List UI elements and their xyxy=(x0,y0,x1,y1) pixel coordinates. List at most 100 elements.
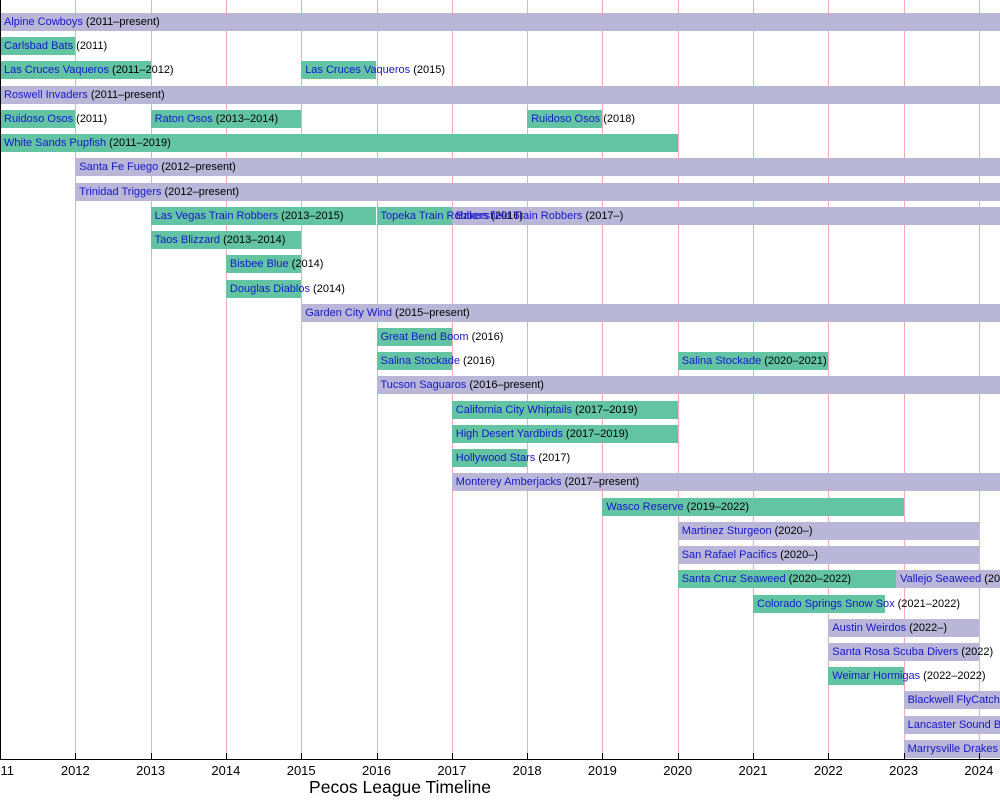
team-link[interactable]: Austin Weirdos xyxy=(832,621,907,634)
team-link[interactable]: Carlsbad Bats xyxy=(4,40,74,53)
bar-label: Bisbee Blue (2014) xyxy=(230,255,324,273)
timeline-bar xyxy=(903,715,1000,734)
bar-label: Austin Weirdos (2022–) xyxy=(832,619,947,637)
team-link[interactable]: Salina Stockade xyxy=(380,355,461,368)
timeline-bar xyxy=(0,134,678,153)
year-label: 2016 xyxy=(362,763,391,778)
team-years: (2013–2014) xyxy=(220,234,286,247)
team-years: (2011–2012) xyxy=(108,64,174,77)
team-link[interactable]: Topeka Train Robbers xyxy=(380,209,489,222)
team-link[interactable]: Roswell Invaders xyxy=(4,88,88,101)
timeline-bar xyxy=(451,206,1000,225)
team-years: (2015–present) xyxy=(392,306,470,319)
team-link[interactable]: Marrysville Drakes xyxy=(907,742,999,755)
team-link[interactable]: Santa Cruz Seaweed xyxy=(681,573,786,586)
bar-label: Douglas Diablos (2014) xyxy=(230,280,345,298)
team-years: (2017) xyxy=(535,452,571,465)
team-link[interactable]: Colorado Springs Snow Sox xyxy=(757,597,895,610)
bar-label: Topeka Train Robbers (2016) xyxy=(381,207,523,225)
team-link[interactable]: Tucson Saguaros xyxy=(380,379,467,392)
team-link[interactable]: Great Bend Boom xyxy=(380,330,469,343)
team-link[interactable]: Santa Rosa Scuba Divers xyxy=(832,645,959,658)
team-link[interactable]: White Sands Pupfish xyxy=(4,137,107,150)
timeline-bar xyxy=(150,206,377,225)
team-link[interactable]: Ruidoso Osos xyxy=(531,112,601,125)
bar-label: Taos Blizzard (2013–2014) xyxy=(155,231,286,249)
year-label: 2013 xyxy=(136,763,166,778)
team-years: (2020–2022) xyxy=(785,573,852,586)
bar-label: Garden City Wind (2015–present) xyxy=(305,304,469,322)
x-axis-tick xyxy=(677,753,679,759)
timeline-bar xyxy=(0,37,76,56)
team-link[interactable]: Monterey Amberjacks xyxy=(455,476,562,489)
timeline-bar xyxy=(376,206,452,225)
timeline-bar xyxy=(527,109,603,128)
team-link[interactable]: Las Cruces Vaqueros xyxy=(305,64,411,77)
bar-label: San Rafael Pacifics (2020–) xyxy=(682,546,818,564)
team-years: (2012–present) xyxy=(161,185,240,198)
team-link[interactable]: Trinidad Triggers xyxy=(79,185,162,198)
timeline-bar xyxy=(225,279,302,298)
timeline-bar xyxy=(376,352,452,371)
year-label: 2024 xyxy=(964,763,994,778)
team-link[interactable]: Wasco Reserve xyxy=(606,500,684,513)
team-link[interactable]: Alpine Cowboys xyxy=(4,16,83,28)
x-axis-tick xyxy=(602,753,604,759)
timeline-bar xyxy=(828,642,979,661)
team-link[interactable]: Blackwell FlyCatchers xyxy=(907,694,1000,707)
year-label: 2017 xyxy=(437,763,467,778)
team-years: (2020–) xyxy=(777,549,819,562)
team-link[interactable]: Douglas Diablos xyxy=(229,282,310,295)
x-axis-tick xyxy=(978,753,980,759)
team-link[interactable]: Las Cruces Vaqueros xyxy=(4,64,109,77)
timeline-bar xyxy=(451,400,678,419)
year-label: 2015 xyxy=(286,763,316,778)
team-link[interactable]: Weimar Hormigas xyxy=(832,670,921,683)
team-link[interactable]: Taos Blizzard xyxy=(154,234,221,247)
team-years: (2017–2019) xyxy=(571,403,638,416)
team-link[interactable]: Bakersfield Train Robbers xyxy=(455,209,583,222)
bar-label: Las Vegas Train Robbers (2013–2015) xyxy=(155,207,344,225)
x-axis-tick xyxy=(150,753,152,759)
team-link[interactable]: Bisbee Blue xyxy=(229,258,289,271)
timeline-bar xyxy=(451,424,678,443)
team-link[interactable]: Lancaster Sound Breakers xyxy=(907,718,1000,731)
y-axis-line xyxy=(0,0,1,759)
bar-label: Santa Rosa Scuba Divers (2022) xyxy=(832,643,993,661)
team-link[interactable]: High Desert Yardbirds xyxy=(455,427,563,440)
bar-label: Lancaster Sound Breakers (2023) xyxy=(908,716,1000,734)
timeline-bar xyxy=(0,13,1000,31)
team-years: (2016) xyxy=(488,209,523,222)
team-link[interactable]: Santa Fe Fuego xyxy=(79,161,159,174)
year-gridline xyxy=(225,0,227,759)
team-link[interactable]: California City Whiptails xyxy=(455,403,572,416)
team-link[interactable]: Las Vegas Train Robbers xyxy=(154,209,279,222)
team-years: (2011–present) xyxy=(87,88,165,101)
bar-label: Santa Fe Fuego (2012–present) xyxy=(79,158,236,176)
team-link[interactable]: Ruidoso Osos xyxy=(4,112,74,125)
timeline-bar xyxy=(150,231,302,250)
bar-label: Alpine Cowboys (2011–present) xyxy=(4,13,160,31)
year-gridline xyxy=(301,0,303,759)
team-years: (2016) xyxy=(460,355,495,368)
bar-label: Monterey Amberjacks (2017–present) xyxy=(456,473,639,491)
team-link[interactable]: Salina Stockade xyxy=(681,355,762,368)
team-years: (2016–present) xyxy=(466,379,544,392)
timeline-bar xyxy=(677,570,897,589)
timeline-bar xyxy=(451,473,1000,492)
bar-label: Las Cruces Vaqueros (2011–2012) xyxy=(4,61,174,79)
team-link[interactable]: Vallejo Seaweed xyxy=(900,573,982,586)
team-link[interactable]: Hollywood Stars xyxy=(455,452,536,465)
x-axis-tick xyxy=(451,753,453,759)
timeline-bar xyxy=(753,594,885,613)
team-link[interactable]: Raton Osos xyxy=(154,112,213,125)
team-link[interactable]: Martinez Sturgeon xyxy=(681,524,772,537)
team-link[interactable]: San Rafael Pacifics xyxy=(681,549,778,562)
timeline-bar xyxy=(376,376,1000,395)
bar-label: Carlsbad Bats (2011) xyxy=(4,37,107,55)
chart-title: Pecos League Timeline xyxy=(309,777,491,797)
x-axis-tick xyxy=(753,753,754,759)
x-axis-tick xyxy=(75,753,77,759)
team-link[interactable]: Garden City Wind xyxy=(305,306,392,319)
